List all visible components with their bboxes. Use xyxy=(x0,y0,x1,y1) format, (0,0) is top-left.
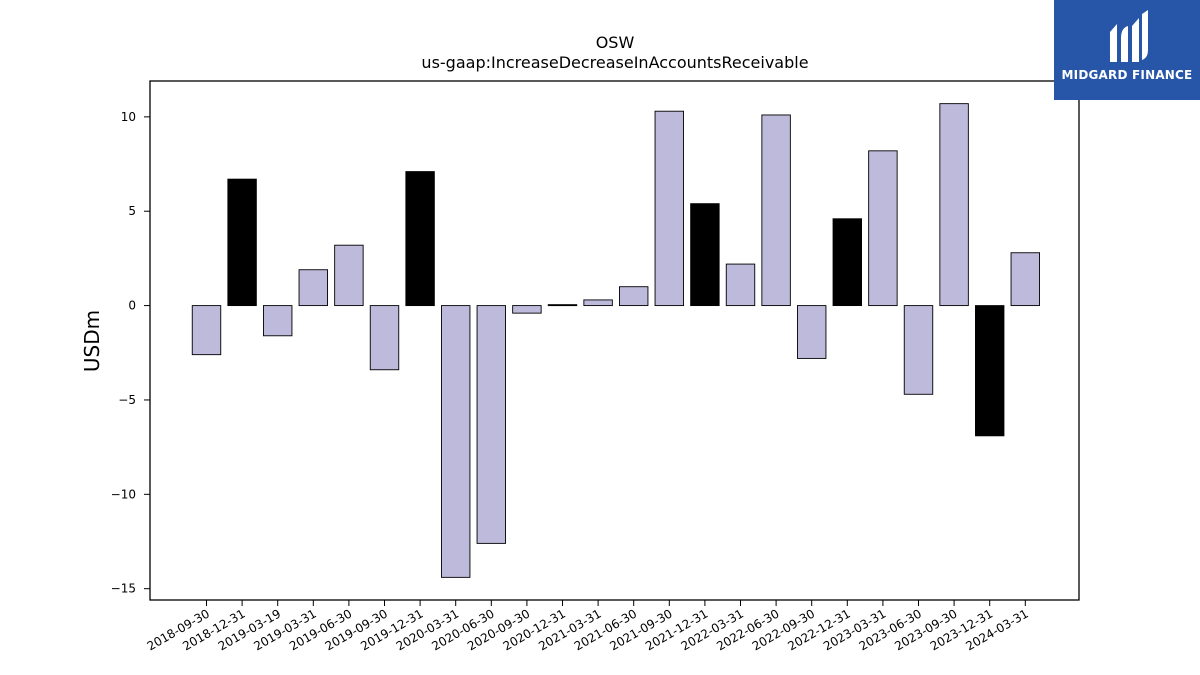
bar-2018-12-31 xyxy=(227,178,257,307)
bar-2022-06-30 xyxy=(761,114,791,307)
bar-2023-09-30 xyxy=(939,103,969,307)
y-axis-ticks: 10 5 0 −5 −10 −15 xyxy=(111,110,150,596)
y-tick-label: 0 xyxy=(128,299,136,313)
bar-2019-12-31 xyxy=(405,171,435,307)
bar-2021-06-30 xyxy=(619,286,649,307)
bar-2020-06-30 xyxy=(476,305,506,544)
bar-2024-03-31 xyxy=(1010,252,1040,307)
bar-2021-09-30 xyxy=(654,110,684,307)
y-tick-label: −15 xyxy=(111,582,136,596)
bar-2020-03-31 xyxy=(441,305,471,578)
y-tick-label: −5 xyxy=(118,393,136,407)
bar-2020-12-31 xyxy=(547,304,578,307)
bar-2021-12-31 xyxy=(690,203,720,307)
bar-2019-06-30 xyxy=(334,244,364,307)
bar-2022-03-31 xyxy=(725,263,756,307)
bars-group xyxy=(191,103,1040,578)
y-tick-label: 10 xyxy=(121,110,136,124)
bar-2020-09-30 xyxy=(512,305,542,314)
y-tick-label: 5 xyxy=(128,204,136,218)
bar-2022-12-31 xyxy=(832,218,862,307)
bar-2019-03-31 xyxy=(298,269,328,307)
y-tick-label: −10 xyxy=(111,487,136,501)
plot-frame xyxy=(149,80,1080,601)
bar-2023-03-31 xyxy=(868,150,898,307)
bar-2023-12-31 xyxy=(975,305,1005,437)
brand-name: MIDGARD FINANCE xyxy=(1061,68,1193,82)
bar-2023-06-30 xyxy=(903,305,934,395)
bar-2021-03-31 xyxy=(583,299,613,307)
bar-2019-09-30 xyxy=(369,305,400,371)
chart-title: OSW xyxy=(596,33,635,52)
y-axis-label: USDm xyxy=(80,310,104,372)
brand-mark-icon xyxy=(1110,10,1148,62)
bar-2022-09-30 xyxy=(797,305,827,359)
x-axis-ticks: 2018-09-302018-12-312019-03-192019-03-31… xyxy=(145,600,1031,653)
bar-2018-09-30 xyxy=(191,305,222,356)
chart-subtitle: us-gaap:IncreaseDecreaseInAccountsReceiv… xyxy=(421,53,808,72)
brand-logo: MIDGARD FINANCE xyxy=(1054,0,1200,100)
bar-2019-03-19 xyxy=(263,305,293,337)
